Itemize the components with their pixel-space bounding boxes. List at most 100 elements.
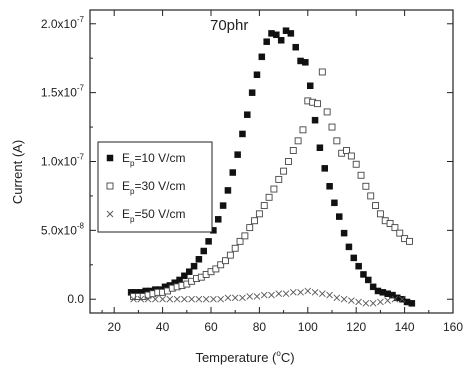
y-axis-label: Current (A) — [10, 140, 25, 204]
data-point-series-1 — [316, 144, 324, 151]
data-point-series-2 — [362, 182, 370, 190]
data-point-series-3 — [188, 295, 195, 303]
x-tick-label: 100 — [298, 320, 318, 334]
data-point-series-3 — [348, 297, 355, 304]
data-point-series-2 — [299, 126, 307, 134]
data-point-series-2 — [318, 68, 326, 76]
data-point-series-3 — [275, 290, 283, 298]
x-tick-label: 40 — [156, 320, 170, 334]
data-point-series-3 — [260, 291, 268, 299]
data-point-series-2 — [391, 224, 399, 232]
data-point-series-1 — [190, 262, 198, 270]
data-point-series-1 — [355, 262, 362, 270]
data-point-series-3 — [202, 295, 210, 303]
data-point-series-3 — [246, 293, 254, 300]
data-point-series-3 — [333, 294, 341, 302]
x-tick-label: 160 — [443, 320, 463, 334]
data-point-series-2 — [217, 261, 225, 269]
data-point-series-1 — [277, 37, 285, 44]
data-point-series-2 — [212, 265, 220, 273]
x-axis-ticks: 20 40 60 80 100 120 140 160 — [101, 10, 463, 334]
legend-marker-1 — [106, 154, 114, 162]
data-point-series-1 — [219, 202, 227, 209]
data-point-series-2 — [314, 100, 321, 108]
x-axis-label-unit: C) — [281, 350, 295, 365]
data-point-series-1 — [302, 59, 309, 66]
data-point-series-3 — [144, 295, 152, 303]
x-axis-label-main: Temperature ( — [195, 350, 277, 365]
data-point-series-3 — [297, 289, 304, 296]
data-point-series-1 — [224, 187, 232, 194]
data-point-series-1 — [195, 256, 203, 263]
data-point-series-2 — [231, 244, 239, 252]
x-tick-label: 120 — [346, 320, 366, 334]
data-point-series-1 — [258, 53, 266, 61]
data-point-series-1 — [345, 243, 353, 251]
data-point-series-1 — [350, 254, 358, 262]
data-point-series-3 — [377, 298, 384, 306]
data-point-series-3 — [355, 298, 362, 306]
data-point-series-2 — [376, 210, 384, 218]
x-tick-label: 140 — [395, 320, 415, 334]
data-point-series-2 — [352, 160, 360, 168]
y-axis-ticks: 0.0 5.0x10-8 1.0x10-7 1.5x10-7 2.0x10-7 — [41, 15, 453, 306]
data-point-series-1 — [311, 116, 319, 124]
data-point-series-3 — [224, 294, 232, 302]
data-point-series-1 — [205, 238, 212, 245]
data-point-series-3 — [391, 295, 399, 303]
data-point-series-1 — [181, 272, 188, 280]
data-point-series-3 — [340, 295, 348, 303]
data-point-series-1 — [239, 130, 246, 138]
data-point-series-2 — [289, 147, 297, 154]
data-point-series-2 — [241, 232, 249, 240]
data-point-series-2 — [284, 158, 292, 165]
data-point-series-3 — [253, 293, 261, 300]
legend-box — [97, 141, 213, 233]
data-point-series-2 — [323, 108, 331, 116]
chart-annotation: 70phr — [210, 17, 248, 34]
data-point-series-2 — [260, 202, 268, 210]
data-point-series-2 — [357, 171, 365, 179]
x-tick-label: 20 — [108, 320, 122, 334]
data-point-series-3 — [304, 287, 312, 295]
data-point-series-2 — [343, 147, 350, 154]
y-tick-label: 0.0 — [67, 292, 84, 306]
data-point-series-2 — [294, 137, 302, 145]
data-point-series-2 — [251, 217, 259, 225]
data-point-series-2 — [347, 152, 355, 160]
data-point-series-1 — [215, 216, 222, 223]
data-point-series-3 — [319, 290, 326, 298]
data-point-series-1 — [185, 268, 193, 275]
data-point-series-2 — [372, 202, 380, 210]
data-point-series-3 — [152, 295, 159, 303]
data-point-series-2 — [265, 193, 273, 201]
data-point-series-1 — [331, 199, 338, 207]
data-point-series-2 — [333, 137, 341, 145]
legend-marker-3 — [106, 210, 114, 218]
data-point-series-1 — [340, 229, 348, 237]
data-marks — [127, 27, 416, 307]
data-point-series-1 — [336, 213, 343, 220]
data-point-series-3 — [326, 291, 333, 299]
x-axis-label: Temperature (oC) — [195, 349, 294, 365]
data-point-series-1 — [234, 151, 241, 158]
x-axis-label-degree: o — [276, 349, 281, 358]
y-tick-label: 1.0x10-7 — [41, 153, 85, 169]
data-point-series-3 — [282, 290, 290, 298]
data-point-series-2 — [246, 224, 254, 232]
data-point-series-3 — [137, 295, 145, 303]
data-point-series-2 — [226, 251, 234, 259]
data-point-series-2 — [386, 220, 394, 227]
data-point-series-3 — [231, 294, 239, 302]
data-point-series-1 — [292, 43, 299, 51]
data-point-series-1 — [365, 276, 372, 284]
data-point-series-2 — [396, 229, 404, 237]
data-point-series-1 — [287, 30, 295, 37]
data-point-series-1 — [200, 247, 207, 255]
data-point-series-1 — [408, 300, 416, 307]
data-point-series-3 — [289, 289, 297, 296]
data-point-series-1 — [229, 169, 237, 176]
data-point-series-3 — [130, 295, 137, 303]
data-point-series-1 — [360, 271, 367, 278]
